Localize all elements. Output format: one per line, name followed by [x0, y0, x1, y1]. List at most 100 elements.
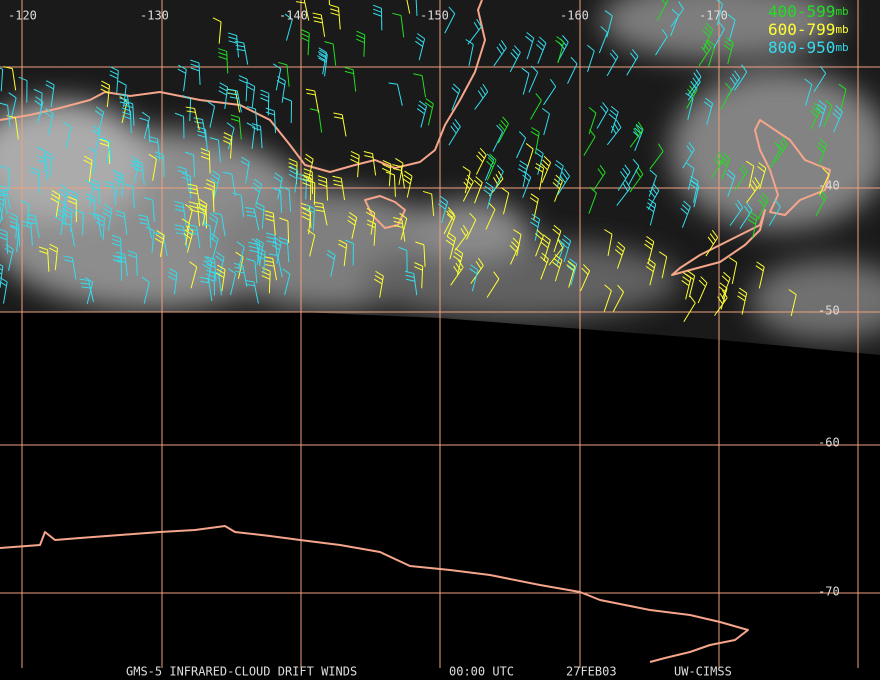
barb-tick: [721, 156, 729, 164]
barb-tick: [205, 273, 215, 278]
barb-tick: [509, 244, 517, 252]
barb-tick: [0, 192, 8, 196]
barb-tick: [251, 123, 261, 127]
barb: [65, 126, 72, 149]
barb-tick: [738, 287, 747, 294]
barb-tick: [8, 92, 17, 99]
barb-tick: [348, 215, 357, 222]
barb-tick: [835, 105, 843, 113]
barb-tick: [0, 67, 3, 70]
barb: [464, 171, 471, 194]
barb-tick: [727, 14, 736, 21]
barb-tick: [205, 256, 215, 260]
barb-tick: [206, 264, 216, 268]
barb-tick: [174, 224, 184, 228]
barb-tick: [99, 138, 109, 143]
barb-tick: [744, 205, 751, 214]
barb-tick: [741, 164, 748, 173]
barb-tick: [541, 237, 550, 245]
barb-tick: [130, 159, 139, 166]
barb-tick: [9, 220, 19, 225]
barb-tick: [489, 153, 497, 161]
barb-tick: [689, 295, 696, 304]
barb-tick: [301, 215, 311, 221]
barb-tick: [0, 228, 8, 233]
barb: [415, 0, 418, 16]
barb-tick: [610, 106, 619, 113]
barb-tick: [519, 160, 528, 167]
barb-tick: [218, 52, 228, 56]
barb-tick: [133, 164, 143, 168]
barb-tick: [327, 249, 336, 256]
barb: [526, 148, 534, 171]
barb-tick: [235, 270, 245, 274]
barb-tick: [372, 8, 382, 13]
barb-tick: [424, 102, 433, 109]
barb-tick: [555, 160, 564, 167]
barb-tick: [414, 262, 423, 267]
barb-tick: [649, 169, 657, 177]
barb-tick: [112, 259, 122, 264]
barb: [86, 282, 94, 305]
barb-tick: [363, 151, 373, 155]
barb-tick: [473, 22, 480, 31]
barb-tick: [600, 26, 608, 33]
barb-tick: [45, 107, 54, 114]
barb-tick: [210, 177, 219, 184]
barb-tick: [88, 212, 98, 216]
barb-tick: [244, 279, 254, 283]
barb-tick: [206, 260, 215, 264]
barb-tick: [718, 152, 725, 161]
barb-tick: [202, 264, 211, 270]
barb-tick: [0, 281, 7, 287]
legend-entry: 400-599mb: [768, 2, 849, 21]
barb-tick: [448, 209, 456, 217]
barb-tick: [105, 184, 115, 189]
barb-tick: [716, 155, 723, 164]
barb: [254, 108, 258, 131]
barb: [522, 73, 530, 95]
barb-tick: [51, 193, 60, 200]
barb-tick: [91, 129, 100, 136]
barb-tick: [302, 178, 312, 183]
barb-tick: [531, 213, 540, 220]
barb-tick: [200, 151, 210, 156]
barb-tick: [212, 212, 222, 216]
barb-tick: [525, 35, 533, 43]
barb-tick: [90, 178, 100, 183]
barb-tick: [111, 238, 121, 243]
barb-tick: [718, 21, 725, 30]
barb-tick: [661, 0, 667, 5]
barb-tick: [555, 39, 564, 47]
barb-tick: [416, 108, 425, 115]
barb: [731, 262, 738, 285]
barb: [468, 44, 474, 67]
barb-tick: [48, 247, 58, 253]
barb-tick: [232, 192, 242, 196]
barb-tick: [671, 8, 679, 16]
barb-tick: [741, 64, 748, 73]
barb-tick: [695, 69, 702, 78]
barb-tick: [624, 164, 631, 173]
barb-tick: [264, 210, 274, 214]
barb-tick: [452, 122, 459, 131]
barb-tick: [54, 216, 64, 222]
barb-tick: [148, 136, 158, 140]
barb-tick: [265, 107, 275, 112]
barb: [708, 45, 716, 67]
barb-tick: [415, 40, 423, 47]
barb-tick: [302, 207, 311, 213]
barb-tick: [0, 272, 3, 275]
barb-tick: [188, 201, 198, 205]
barb-tick: [414, 266, 423, 271]
barb-tick: [174, 204, 184, 208]
barb-tick: [212, 170, 221, 177]
barb-tick: [727, 169, 736, 177]
barb-tick: [681, 204, 690, 212]
barb-tick: [475, 261, 482, 270]
barb-tick: [500, 40, 507, 49]
barb-tick: [513, 229, 522, 235]
barb-tick: [99, 142, 109, 147]
barb-tick: [118, 93, 128, 97]
barb-tick: [366, 207, 375, 214]
